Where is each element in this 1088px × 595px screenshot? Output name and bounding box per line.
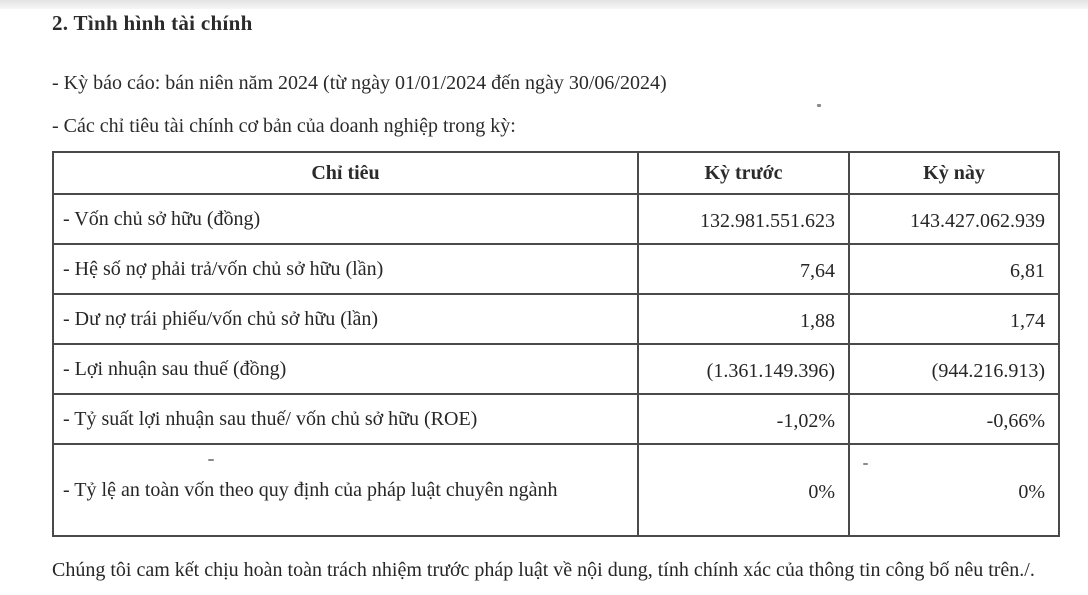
- scan-edge: [0, 0, 1088, 9]
- cell-previous: -1,02%: [637, 393, 850, 445]
- reporting-period-line: - Kỳ báo cáo: bán niên năm 2024 (từ ngày…: [52, 72, 667, 94]
- table-row: - Tỷ suất lợi nhuận sau thuế/ vốn chủ sở…: [52, 393, 1060, 445]
- cell-current: (944.216.913): [848, 343, 1060, 395]
- cell-previous: (1.361.149.396): [637, 343, 850, 395]
- commitment-statement: Chúng tôi cam kết chịu hoàn toàn trách n…: [52, 559, 1035, 581]
- cell-previous: 132.981.551.623: [637, 193, 850, 245]
- cell-previous: 0%: [637, 443, 850, 537]
- table-header-row: Chỉ tiêu Kỳ trước Kỳ này: [52, 151, 1060, 195]
- row-label: - Dư nợ trái phiếu/vốn chủ sở hữu (lần): [52, 293, 639, 345]
- table-row: - Tỷ lệ an toàn vốn theo quy định của ph…: [52, 443, 1060, 537]
- header-indicator: Chỉ tiêu: [52, 151, 639, 195]
- document-content: 2. Tình hình tài chính - Kỳ báo cáo: bán…: [52, 9, 1060, 595]
- scan-speck: [817, 104, 821, 107]
- row-label: - Tỷ lệ an toàn vốn theo quy định của ph…: [52, 443, 639, 537]
- cell-current: 143.427.062.939: [848, 193, 1060, 245]
- indicators-intro-line: - Các chỉ tiêu tài chính cơ bản của doan…: [52, 115, 516, 137]
- header-current-period: Kỳ này: [848, 151, 1060, 195]
- cell-current: 6,81: [848, 243, 1060, 295]
- cell-current: -0,66%: [848, 393, 1060, 445]
- cell-previous: 1,88: [637, 293, 850, 345]
- cell-current: 1,74: [848, 293, 1060, 345]
- table-row: - Vốn chủ sở hữu (đồng) 132.981.551.623 …: [52, 193, 1060, 245]
- row-label: - Tỷ suất lợi nhuận sau thuế/ vốn chủ sở…: [52, 393, 639, 445]
- section-title: 2. Tình hình tài chính: [52, 11, 253, 35]
- header-previous-period: Kỳ trước: [637, 151, 850, 195]
- row-label: - Lợi nhuận sau thuế (đồng): [52, 343, 639, 395]
- financial-indicators-table: Chỉ tiêu Kỳ trước Kỳ này - Vốn chủ sở hữ…: [52, 151, 1060, 537]
- row-label: - Hệ số nợ phải trả/vốn chủ sở hữu (lần): [52, 243, 639, 295]
- table-row: - Lợi nhuận sau thuế (đồng) (1.361.149.3…: [52, 343, 1060, 395]
- cell-previous: 7,64: [637, 243, 850, 295]
- table-row: - Hệ số nợ phải trả/vốn chủ sở hữu (lần)…: [52, 243, 1060, 295]
- row-label: - Vốn chủ sở hữu (đồng): [52, 193, 639, 245]
- table-row: - Dư nợ trái phiếu/vốn chủ sở hữu (lần) …: [52, 293, 1060, 345]
- cell-current: 0%: [848, 443, 1060, 537]
